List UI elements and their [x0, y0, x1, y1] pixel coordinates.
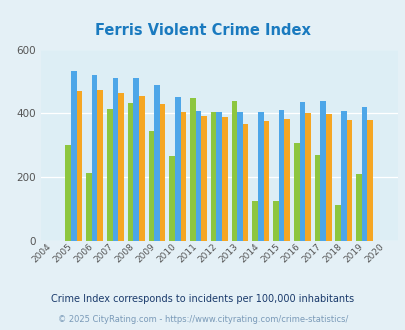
Bar — [112, 78, 118, 241]
Bar — [175, 97, 180, 241]
Bar — [92, 75, 97, 241]
Bar — [169, 156, 175, 241]
Legend: Ferris, Texas, National: Ferris, Texas, National — [99, 327, 338, 330]
Text: Ferris Violent Crime Index: Ferris Violent Crime Index — [95, 23, 310, 38]
Bar — [257, 112, 263, 241]
Bar — [263, 121, 269, 241]
Bar — [293, 143, 299, 241]
Bar — [278, 110, 284, 241]
Text: © 2025 CityRating.com - https://www.cityrating.com/crime-statistics/: © 2025 CityRating.com - https://www.city… — [58, 315, 347, 324]
Bar — [77, 91, 82, 241]
Bar — [97, 90, 103, 241]
Bar — [180, 112, 185, 241]
Bar — [107, 110, 112, 241]
Bar — [159, 104, 165, 241]
Bar — [320, 101, 325, 241]
Bar — [86, 173, 92, 241]
Bar — [195, 111, 201, 241]
Bar — [325, 114, 331, 241]
Bar — [201, 116, 207, 241]
Bar — [65, 145, 71, 241]
Bar — [222, 117, 227, 241]
Bar — [284, 119, 289, 241]
Bar — [314, 155, 320, 241]
Bar — [299, 102, 305, 241]
Bar — [252, 201, 257, 241]
Bar — [242, 124, 248, 241]
Bar — [154, 84, 159, 241]
Bar — [355, 174, 361, 241]
Bar — [148, 131, 154, 241]
Bar — [139, 96, 144, 241]
Text: Crime Index corresponds to incidents per 100,000 inhabitants: Crime Index corresponds to incidents per… — [51, 294, 354, 304]
Bar — [367, 120, 372, 241]
Bar — [190, 98, 195, 241]
Bar — [118, 92, 124, 241]
Bar — [346, 120, 352, 241]
Bar — [210, 112, 216, 241]
Bar — [361, 107, 367, 241]
Bar — [133, 78, 139, 241]
Bar — [128, 103, 133, 241]
Bar — [305, 113, 310, 241]
Bar — [231, 101, 237, 241]
Bar — [273, 201, 278, 241]
Bar — [216, 112, 222, 241]
Bar — [71, 71, 77, 241]
Bar — [335, 205, 340, 241]
Bar — [340, 111, 346, 241]
Bar — [237, 112, 242, 241]
